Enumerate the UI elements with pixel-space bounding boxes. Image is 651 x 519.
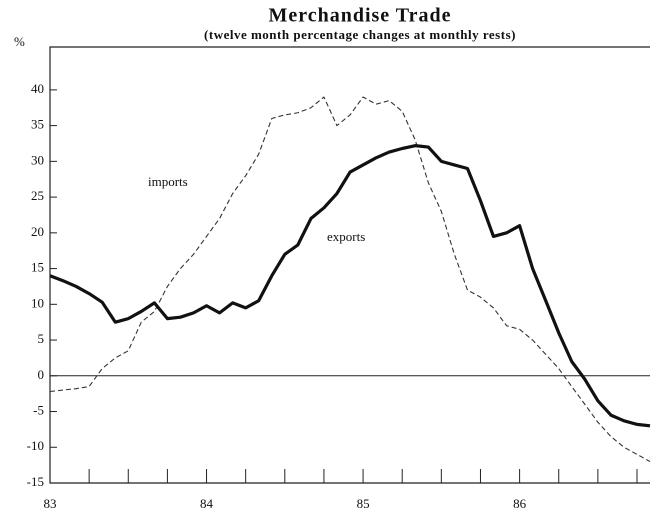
x-tick-label: 84 [200,496,214,511]
y-tick-label: 25 [31,188,44,203]
series-line [49,96,651,463]
series-label: exports [327,229,365,244]
y-tick-label: 40 [31,81,44,96]
y-tick-label: -5 [33,403,44,418]
chart-title: Merchandise Trade [268,5,451,27]
y-tick-label: -15 [27,474,44,489]
x-tick-label: 86 [513,496,527,511]
y-tick-label: 5 [38,331,45,346]
y-tick-label: 15 [31,260,44,275]
y-tick-label: 10 [31,295,44,310]
series-label: imports [148,174,188,189]
y-tick-label: -10 [27,438,44,453]
chart-subtitle: (twelve month percentage changes at mont… [204,27,516,42]
series-line [49,144,651,428]
y-axis-label: % [14,34,25,49]
x-tick-label: 83 [44,496,57,511]
y-tick-label: 20 [31,224,44,239]
y-tick-label: 30 [31,152,44,167]
y-tick-label: 0 [38,367,45,382]
plot-frame [49,46,650,484]
x-tick-label: 85 [357,496,370,511]
y-tick-label: 35 [31,117,44,132]
